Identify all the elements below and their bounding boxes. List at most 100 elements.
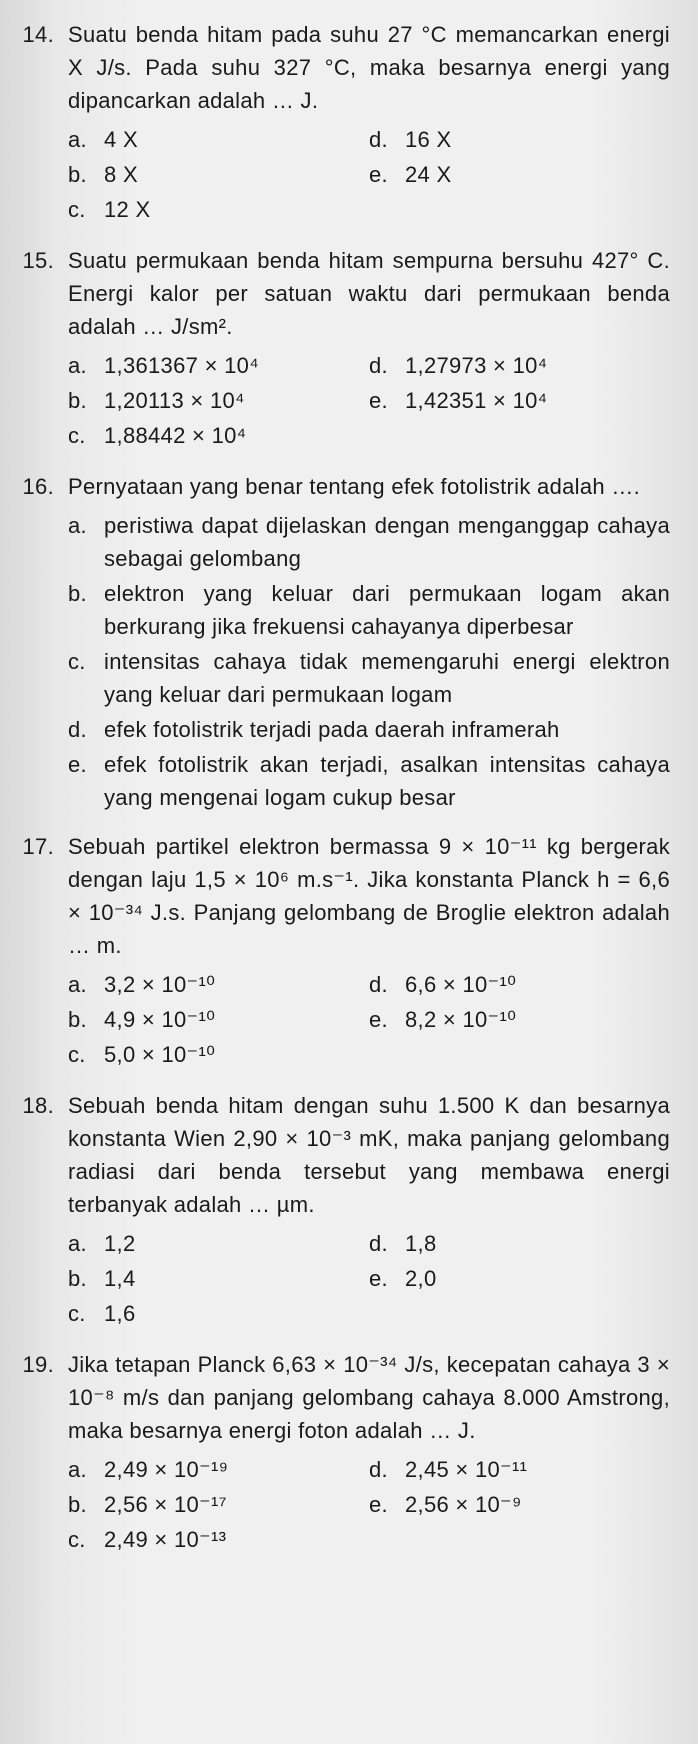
option-text: 1,27973 × 10⁴ (405, 349, 670, 382)
question-stem: 18. Sebuah benda hitam dengan suhu 1.500… (10, 1089, 670, 1221)
option-letter: d. (369, 968, 393, 1001)
question-stem: 17. Sebuah partikel elektron bermassa 9 … (10, 830, 670, 962)
option-text: 1,88442 × 10⁴ (104, 419, 369, 452)
option-letter: a. (68, 123, 92, 156)
question-16: 16. Pernyataan yang benar tentang efek f… (10, 470, 670, 814)
option-b: b. 4,9 × 10⁻¹⁰ (68, 1003, 369, 1036)
options: a. 4 X b. 8 X c. 12 X d. 16 X e. 24 X (10, 123, 670, 228)
option-b: b. 1,20113 × 10⁴ (68, 384, 369, 417)
option-a: a. 1,2 (68, 1227, 369, 1260)
option-letter: c. (68, 419, 92, 452)
option-letter: c. (68, 1523, 92, 1556)
option-b: b. 8 X (68, 158, 369, 191)
option-letter: d. (369, 1453, 393, 1486)
question-stem: 16. Pernyataan yang benar tentang efek f… (10, 470, 670, 503)
option-letter: c. (68, 193, 92, 226)
option-text: 2,45 × 10⁻¹¹ (405, 1453, 670, 1486)
option-text: 1,2 (104, 1227, 369, 1260)
option-d: d. 6,6 × 10⁻¹⁰ (369, 968, 670, 1001)
option-letter: b. (68, 384, 92, 417)
option-letter: a. (68, 349, 92, 382)
option-text: efek fotolistrik akan terjadi, asalkan i… (104, 748, 670, 814)
option-letter: c. (68, 1038, 92, 1071)
option-letter: c. (68, 1297, 92, 1330)
option-text: 2,56 × 10⁻¹⁷ (104, 1488, 369, 1521)
option-c: c. intensitas cahaya tidak memengaruhi en… (68, 645, 670, 711)
option-text: 16 X (405, 123, 670, 156)
option-letter: a. (68, 968, 92, 1001)
option-c: c. 12 X (68, 193, 369, 226)
option-text: 2,49 × 10⁻¹³ (104, 1523, 369, 1556)
option-b: b. 2,56 × 10⁻¹⁷ (68, 1488, 369, 1521)
option-letter: b. (68, 1262, 92, 1295)
option-letter: e. (369, 1003, 393, 1036)
option-letter: d. (369, 349, 393, 382)
option-text: 4 X (104, 123, 369, 156)
option-text: elektron yang keluar dari permukaan loga… (104, 577, 670, 643)
question-stem: 14. Suatu benda hitam pada suhu 27 °C me… (10, 18, 670, 117)
question-number: 19. (10, 1348, 54, 1381)
option-text: 1,20113 × 10⁴ (104, 384, 369, 417)
question-number: 15. (10, 244, 54, 277)
options: a.2,49 × 10⁻¹⁹ b.2,56 × 10⁻¹⁷ c.2,49 × 1… (10, 1453, 670, 1558)
option-text: 8 X (104, 158, 369, 191)
option-e: e.1,42351 × 10⁴ (369, 384, 670, 417)
options: a.peristiwa dapat dijelaskan dengan meng… (10, 509, 670, 814)
option-text: 2,0 (405, 1262, 670, 1295)
option-letter: d. (369, 123, 393, 156)
question-text: Pernyataan yang benar tentang efek fotol… (68, 470, 670, 503)
question-number: 14. (10, 18, 54, 51)
question-number: 16. (10, 470, 54, 503)
question-number: 17. (10, 830, 54, 863)
option-e: e.2,56 × 10⁻⁹ (369, 1488, 670, 1521)
option-b: b.1,4 (68, 1262, 369, 1295)
question-text: Suatu benda hitam pada suhu 27 °C memanc… (68, 18, 670, 117)
question-18: 18. Sebuah benda hitam dengan suhu 1.500… (10, 1089, 670, 1332)
options: a. 1,361367 × 10⁴ b. 1,20113 × 10⁴ c. 1,884… (10, 349, 670, 454)
question-14: 14. Suatu benda hitam pada suhu 27 °C me… (10, 18, 670, 228)
option-text: efek fotolistrik terjadi pada daerah inf… (104, 713, 670, 746)
option-d: d.efek fotolistrik terjadi pada daerah i… (68, 713, 670, 746)
question-number: 18. (10, 1089, 54, 1122)
options: a.3,2 × 10⁻¹⁰ b.4,9 × 10⁻¹⁰ c.5,0 × 10⁻¹… (10, 968, 670, 1073)
option-text: 3,2 × 10⁻¹⁰ (104, 968, 369, 1001)
option-letter: b. (68, 158, 92, 191)
option-a: a. 1,361367 × 10⁴ (68, 349, 369, 382)
option-text: 1,6 (104, 1297, 369, 1330)
question-15: 15. Suatu permukaan benda hitam sempurna… (10, 244, 670, 454)
option-text: 2,56 × 10⁻⁹ (405, 1488, 670, 1521)
option-d: d. 1,8 (369, 1227, 670, 1260)
question-19: 19. Jika tetapan Planck 6,63 × 10⁻³⁴ J/s… (10, 1348, 670, 1558)
option-text: intensitas cahaya tidak memengaruhi ener… (104, 645, 670, 711)
option-e: e. efek fotolistrik akan terjadi, asalkan… (68, 748, 670, 814)
option-text: 6,6 × 10⁻¹⁰ (405, 968, 670, 1001)
option-letter: b. (68, 1488, 92, 1521)
option-d: d. 1,27973 × 10⁴ (369, 349, 670, 382)
option-text: 12 X (104, 193, 369, 226)
option-letter: a. (68, 509, 92, 542)
option-letter: b. (68, 577, 92, 610)
option-a: a. 4 X (68, 123, 369, 156)
option-letter: c. (68, 645, 92, 678)
option-letter: a. (68, 1227, 92, 1260)
option-letter: e. (68, 748, 92, 781)
option-text: 24 X (405, 158, 670, 191)
option-e: e. 8,2 × 10⁻¹⁰ (369, 1003, 670, 1036)
question-text: Sebuah partikel elektron bermassa 9 × 10… (68, 830, 670, 962)
option-text: 1,8 (405, 1227, 670, 1260)
option-letter: d. (369, 1227, 393, 1260)
option-text: 1,361367 × 10⁴ (104, 349, 369, 382)
option-letter: e. (369, 384, 393, 417)
question-text: Suatu permukaan benda hitam sempurna ber… (68, 244, 670, 343)
option-letter: e. (369, 158, 393, 191)
question-text: Sebuah benda hitam dengan suhu 1.500 K d… (68, 1089, 670, 1221)
option-letter: b. (68, 1003, 92, 1036)
option-c: c. 1,88442 × 10⁴ (68, 419, 369, 452)
question-17: 17. Sebuah partikel elektron bermassa 9 … (10, 830, 670, 1073)
option-e: e. 24 X (369, 158, 670, 191)
option-text: 4,9 × 10⁻¹⁰ (104, 1003, 369, 1036)
option-text: 8,2 × 10⁻¹⁰ (405, 1003, 670, 1036)
option-b: b. elektron yang keluar dari permukaan lo… (68, 577, 670, 643)
option-d: d. 2,45 × 10⁻¹¹ (369, 1453, 670, 1486)
option-a: a. 3,2 × 10⁻¹⁰ (68, 968, 369, 1001)
